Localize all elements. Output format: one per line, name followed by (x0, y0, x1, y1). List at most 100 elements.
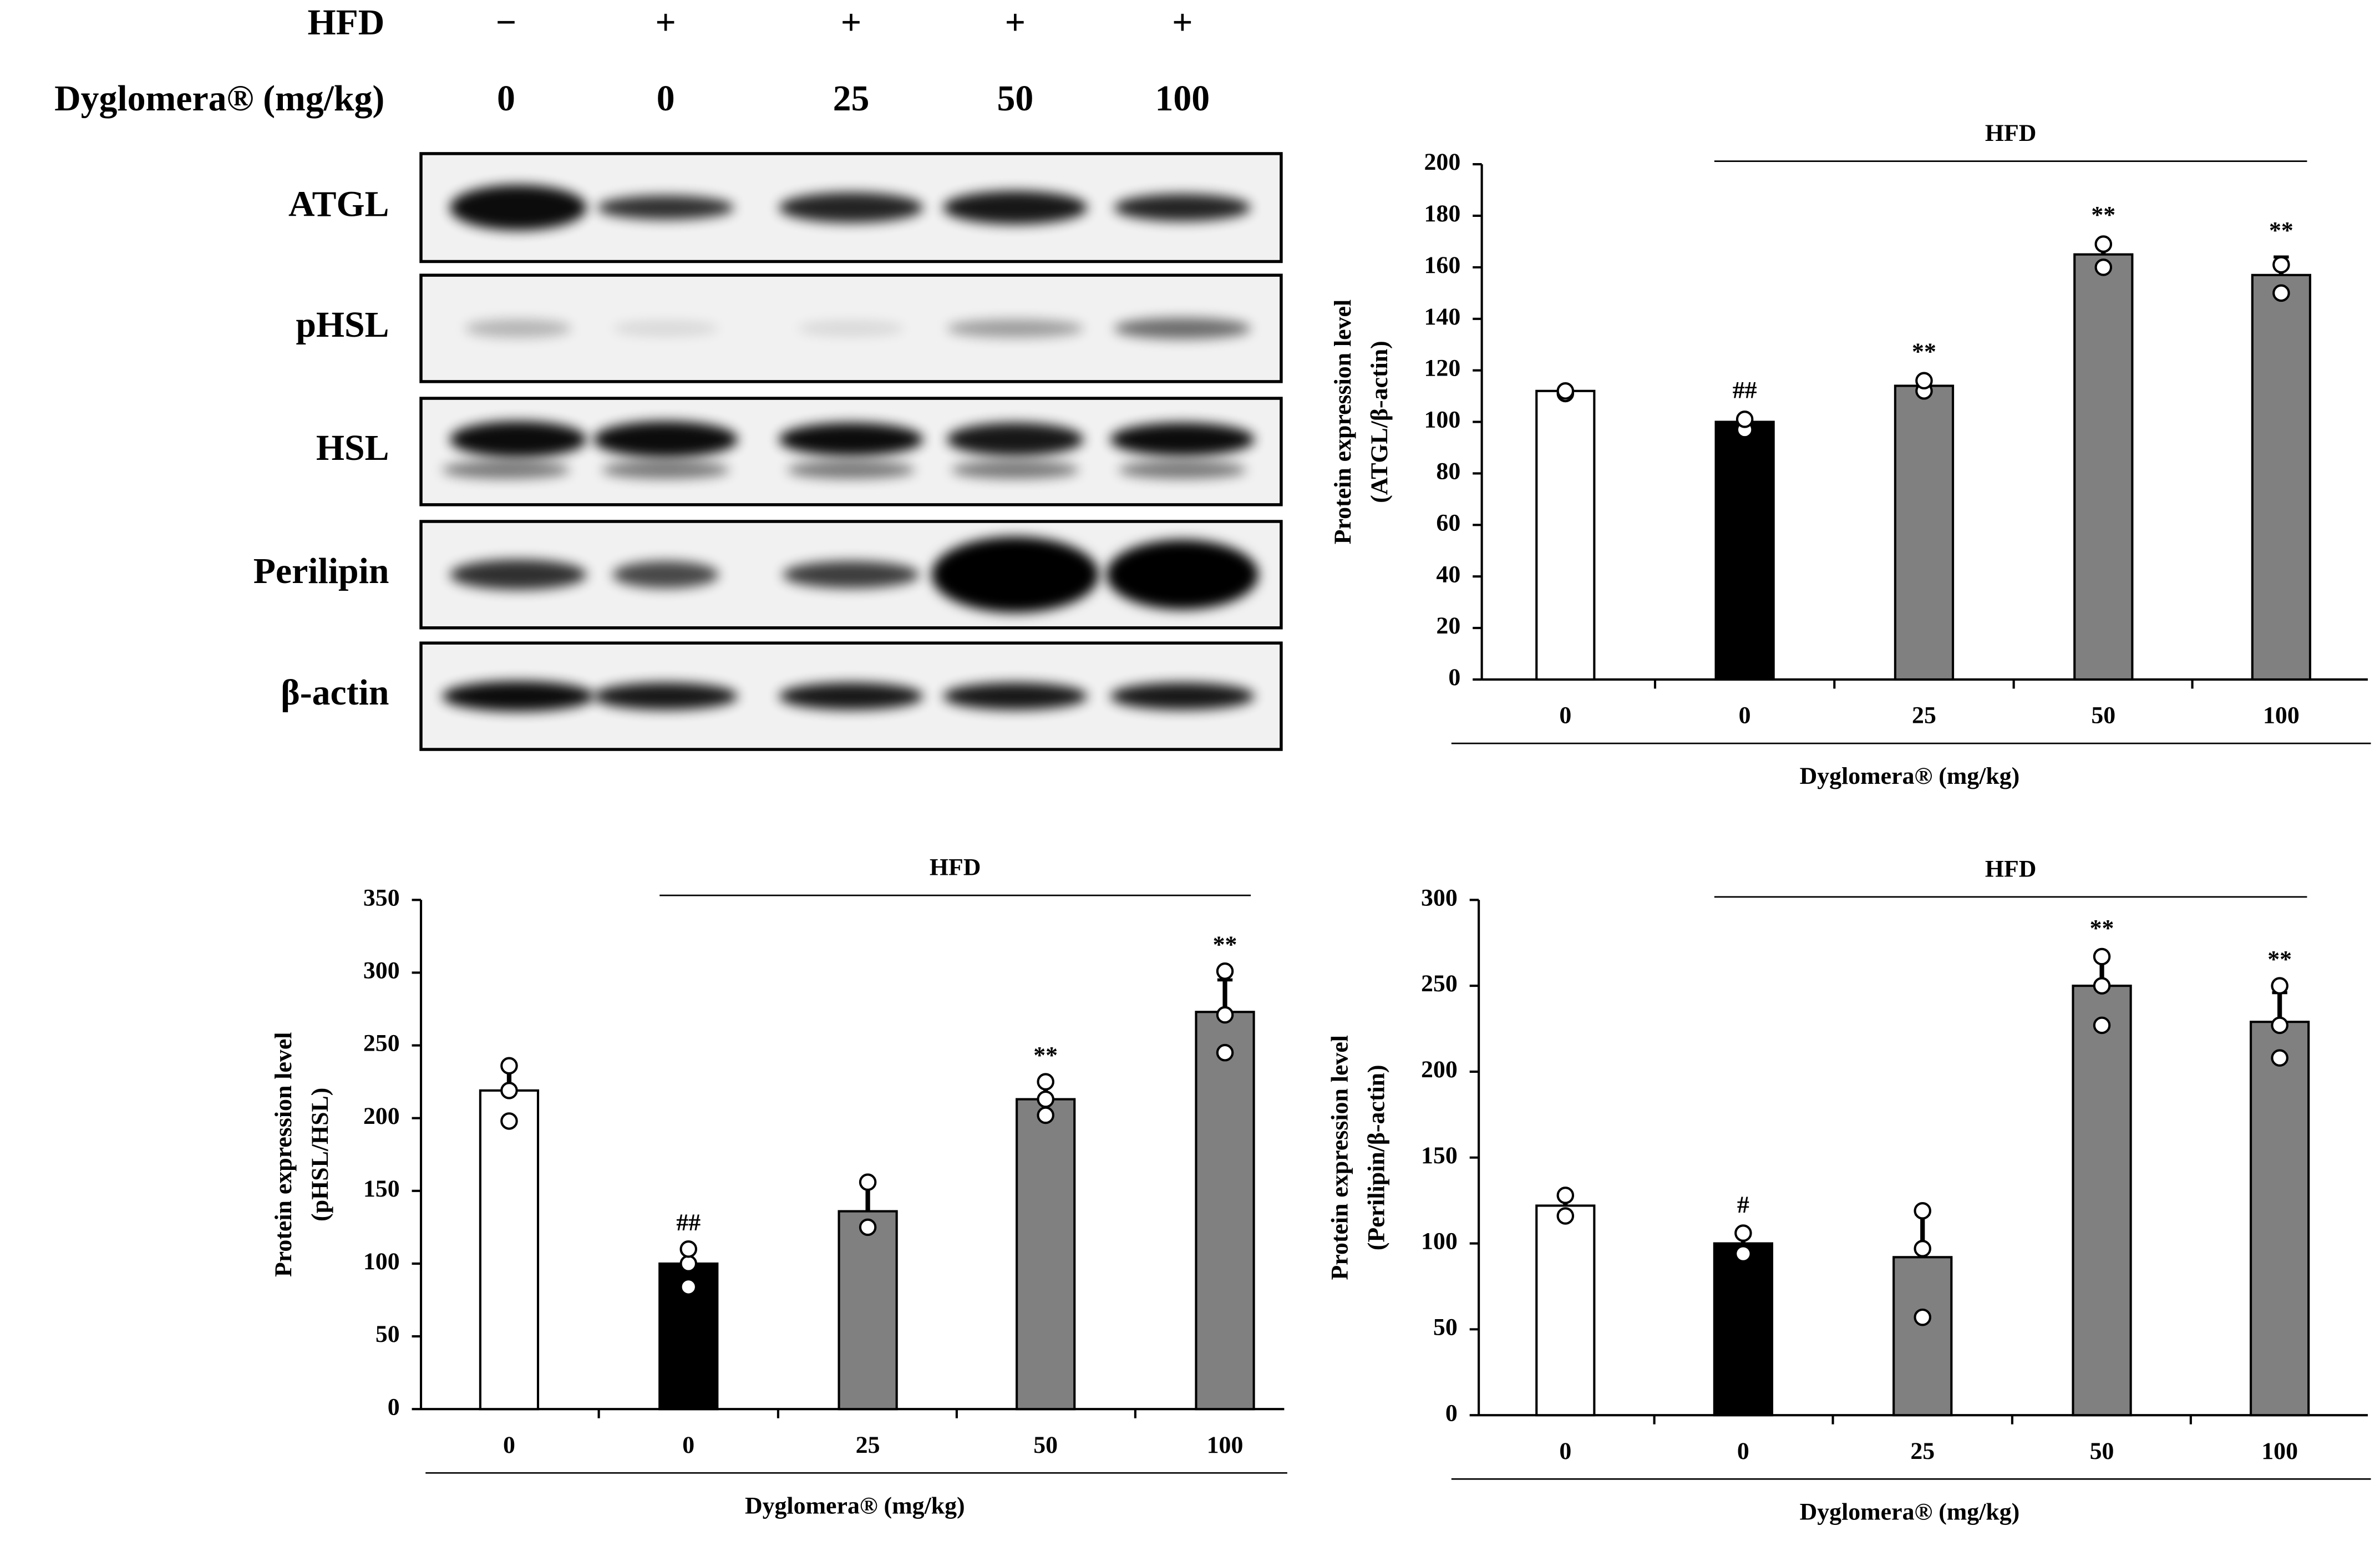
treatment-value: 0 (657, 78, 675, 119)
treatment-value: + (655, 2, 676, 43)
blot-band (612, 321, 719, 336)
y-axis-label: Protein expression level (1327, 1035, 1353, 1280)
y-tick-label: 250 (363, 1030, 400, 1057)
data-point (1216, 1043, 1234, 1062)
x-tick-label: 0 (1559, 702, 1571, 729)
y-axis-label: (ATGL/β-actin) (1366, 341, 1393, 503)
annotation: # (1737, 1192, 1749, 1218)
data-point (2094, 258, 2113, 276)
data-point (1556, 1187, 1575, 1204)
x-tick-label: 50 (2090, 1438, 2114, 1464)
data-point (2093, 1016, 2111, 1035)
blot-band (779, 422, 923, 457)
protein-label: Perilipin (253, 551, 389, 591)
annotation: ** (2090, 915, 2114, 942)
blot-band (943, 682, 1088, 710)
bracket-label: HFD (930, 854, 981, 881)
data-point (679, 1278, 698, 1296)
data-point (1556, 382, 1575, 400)
blot-band (798, 321, 905, 336)
data-point (2093, 977, 2111, 995)
x-axis-label: Dyglomera® (mg/kg) (1800, 763, 2020, 789)
annotation: ** (1033, 1042, 1058, 1068)
data-point (1037, 1073, 1054, 1091)
bar (1535, 1204, 1596, 1417)
blot-band (947, 422, 1084, 457)
y-axis-label: (Perilipin/β-actin) (1363, 1065, 1389, 1250)
blot-band (612, 561, 719, 589)
blot-band (943, 191, 1088, 225)
data-point (2093, 947, 2111, 966)
y-tick-label: 50 (1433, 1314, 1458, 1340)
bar (2073, 253, 2134, 681)
data-point (1216, 1006, 1234, 1024)
annotation: ** (1213, 931, 1237, 958)
x-tick-label: 0 (503, 1432, 515, 1458)
bar (479, 1089, 540, 1411)
treatment-value: + (1172, 2, 1192, 43)
blot-band (465, 319, 572, 338)
bar (1713, 1242, 1774, 1417)
y-tick-label: 180 (1424, 200, 1460, 227)
bar (2250, 1021, 2310, 1417)
y-tick-label: 80 (1436, 458, 1460, 484)
y-tick-label: 140 (1424, 303, 1460, 330)
annotation: ## (1733, 377, 1757, 403)
treatment-value: 100 (1155, 78, 1210, 119)
y-tick-label: 200 (363, 1103, 400, 1129)
bar (1016, 1098, 1076, 1411)
x-tick-label: 100 (1207, 1432, 1244, 1458)
treatment-value: 0 (497, 78, 515, 119)
blot-band (951, 460, 1079, 479)
data-point (2271, 977, 2288, 995)
data-point (679, 1240, 698, 1258)
y-tick-label: 150 (1421, 1142, 1458, 1169)
blot-band (442, 460, 570, 479)
annotation: ** (2267, 946, 2292, 972)
x-tick-label: 25 (856, 1432, 880, 1458)
protein-label: ATGL (288, 184, 389, 224)
annotation: ** (2269, 217, 2293, 244)
bar (1894, 384, 1955, 681)
y-axis-label: (pHSL/HSL) (307, 1088, 333, 1221)
x-tick-label: 0 (1559, 1438, 1571, 1464)
data-point (1914, 1202, 1931, 1220)
blot-band (602, 460, 730, 479)
treatment-value: + (841, 2, 861, 43)
y-tick-label: 40 (1436, 561, 1460, 587)
protein-label: β-actin (281, 672, 389, 713)
data-point (500, 1057, 518, 1075)
y-tick-label: 120 (1424, 355, 1460, 382)
treatment-value: 25 (833, 78, 870, 119)
blot-band (787, 460, 915, 479)
data-point (1914, 1308, 1931, 1326)
data-point (1216, 962, 1234, 980)
data-point (679, 1255, 698, 1273)
y-tick-label: 0 (1445, 1400, 1458, 1426)
blot-band (931, 536, 1099, 613)
blot-band (450, 421, 587, 458)
bar (2251, 273, 2312, 681)
x-axis-label: Dyglomera® (mg/kg) (745, 1492, 965, 1519)
bar (1892, 1256, 1953, 1417)
treatment-label: HFD (307, 2, 384, 43)
y-tick-label: 0 (388, 1393, 400, 1420)
blot-band (947, 319, 1084, 338)
y-axis-label: Protein expression level (270, 1032, 297, 1277)
data-point (1556, 1207, 1575, 1225)
y-tick-label: 100 (1421, 1228, 1458, 1255)
data-point (1734, 1245, 1752, 1263)
x-tick-label: 25 (1910, 1438, 1935, 1464)
blot-band (1110, 422, 1255, 457)
blot-band (593, 682, 738, 710)
treatment-value: + (1005, 2, 1026, 43)
data-point (1037, 1090, 1054, 1108)
data-point (2094, 235, 2113, 253)
y-tick-label: 50 (375, 1321, 400, 1347)
y-tick-label: 350 (363, 884, 400, 911)
y-tick-label: 150 (363, 1175, 400, 1202)
bracket-label: HFD (1985, 120, 2037, 146)
annotation: ## (676, 1209, 701, 1236)
